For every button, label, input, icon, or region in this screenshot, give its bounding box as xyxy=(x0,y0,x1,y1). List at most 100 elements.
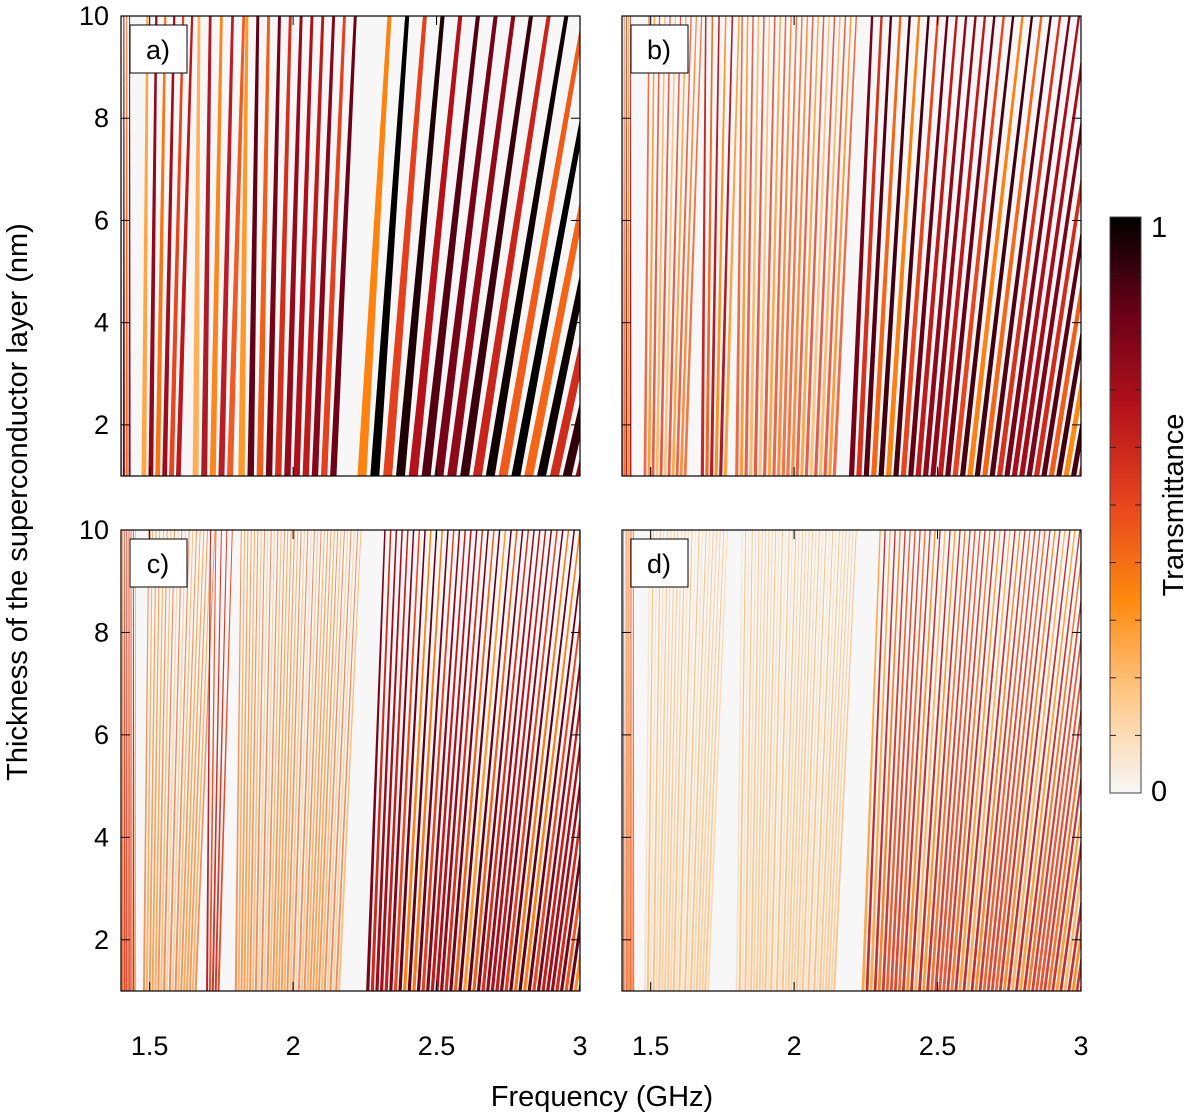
heatmap-streak xyxy=(550,776,580,991)
heatmap-streak xyxy=(148,530,157,991)
heatmap-streak xyxy=(1070,419,1081,476)
panel-label-text: c) xyxy=(147,549,170,579)
heatmap-streak xyxy=(142,530,150,991)
heatmap-streak xyxy=(165,530,179,991)
heatmap-streak xyxy=(536,657,580,991)
heatmap-streak xyxy=(375,530,398,991)
heatmap-streak xyxy=(379,530,403,991)
heatmap-streak xyxy=(1067,897,1081,991)
heatmap-streak xyxy=(994,530,1046,991)
heatmap-streak xyxy=(157,530,168,991)
panel-b: b) xyxy=(621,15,1082,477)
heatmap-streak xyxy=(132,530,135,991)
heatmap-streak xyxy=(162,16,176,476)
band-band-5 xyxy=(357,16,580,476)
colorbar: 1 0 Transmittance xyxy=(1109,212,1190,808)
heatmap-streak xyxy=(885,530,911,991)
heatmap-streak xyxy=(675,16,692,476)
heatmap-streak xyxy=(300,530,319,991)
heatmap-streak xyxy=(900,16,940,476)
heatmap-streak xyxy=(681,530,697,991)
heatmap-streak xyxy=(476,530,524,991)
heatmap-streak xyxy=(1033,175,1081,476)
heatmap-streak xyxy=(739,16,749,476)
heatmap-streak xyxy=(1071,926,1081,991)
heatmap-streak xyxy=(758,16,771,476)
heatmap-streak xyxy=(631,530,633,991)
heatmap-streak xyxy=(767,530,780,991)
heatmap-streak xyxy=(523,530,580,991)
heatmap-streak xyxy=(263,530,275,991)
panel-label: d) xyxy=(630,538,689,588)
heatmap-streak xyxy=(937,16,987,476)
heatmap-streak xyxy=(237,530,246,991)
heatmap-streak xyxy=(330,16,357,476)
heatmap-streak xyxy=(922,16,968,476)
heatmap-streak xyxy=(472,530,518,991)
heatmap-streak xyxy=(651,16,661,476)
heatmap-streak xyxy=(257,530,269,991)
heatmap-streak xyxy=(652,530,661,991)
heatmap-streak xyxy=(934,530,971,991)
heatmap-streak xyxy=(453,530,495,991)
heatmap-streak xyxy=(537,274,580,476)
heatmap-streak xyxy=(211,530,222,991)
heatmap-streak xyxy=(289,530,305,991)
heatmap-streak xyxy=(293,16,314,476)
heatmap-streak xyxy=(626,530,628,991)
heatmap-streak xyxy=(747,530,757,991)
heatmap-streak xyxy=(302,16,325,476)
heatmap-streak xyxy=(416,530,449,991)
heatmap-streak xyxy=(227,16,246,476)
heatmap-streak xyxy=(893,16,930,476)
panel-label-text: b) xyxy=(647,35,671,65)
heatmap-streak xyxy=(183,530,201,991)
heatmap-streak xyxy=(804,530,824,991)
heatmap-streak xyxy=(154,530,164,991)
heatmap-streak xyxy=(800,16,820,476)
heatmap-streak xyxy=(666,530,679,991)
x-tick-label: 1.5 xyxy=(632,1031,670,1061)
heatmap-streak xyxy=(954,530,996,991)
heatmap-streak xyxy=(738,530,747,991)
heatmap-streak xyxy=(908,16,949,476)
y-tick-label: 8 xyxy=(94,103,109,133)
heatmap-streak xyxy=(741,530,750,991)
band-band-3 xyxy=(206,530,233,991)
heatmap-streak xyxy=(175,16,194,476)
heatmap-streak xyxy=(830,530,854,991)
heatmap-streak xyxy=(421,16,480,476)
heatmap-streak xyxy=(625,16,628,476)
panel-a: 2 4 6 8 10 a) xyxy=(79,1,581,477)
heatmap-streak xyxy=(171,530,186,991)
heatmap-streak xyxy=(744,16,754,476)
heatmap-streak xyxy=(292,530,309,991)
heatmap-streak xyxy=(280,530,295,991)
heatmap-streak xyxy=(698,530,718,991)
heatmap-streak xyxy=(695,530,714,991)
heatmap-streak xyxy=(807,530,827,991)
heatmap-streak xyxy=(781,530,797,991)
heatmap-streak xyxy=(930,16,977,476)
heatmap-streak xyxy=(623,16,625,476)
plot-frame xyxy=(621,529,1082,992)
heatmap-streak xyxy=(131,530,133,991)
heatmap-streak xyxy=(485,16,569,476)
heatmap-streak xyxy=(168,530,183,991)
heatmap-streak xyxy=(249,530,259,991)
heatmap-streak xyxy=(407,530,438,991)
band-band-1 xyxy=(622,16,632,476)
band-band-1 xyxy=(121,530,137,991)
heatmap-streak xyxy=(627,16,630,476)
panel-d: 1.5 2 2.5 3 d) xyxy=(621,529,1089,1061)
panel-label-text: d) xyxy=(647,549,671,579)
heatmap-streak xyxy=(498,27,580,476)
heatmap-streak xyxy=(265,16,281,476)
heatmap-streak xyxy=(315,530,335,991)
heatmap-streak xyxy=(998,530,1051,991)
heatmap-streak xyxy=(978,530,1026,991)
heatmap-streak xyxy=(284,16,303,476)
heatmap-streak xyxy=(966,530,1011,991)
panel-label-box xyxy=(630,24,689,74)
heatmap-streak xyxy=(735,16,743,476)
